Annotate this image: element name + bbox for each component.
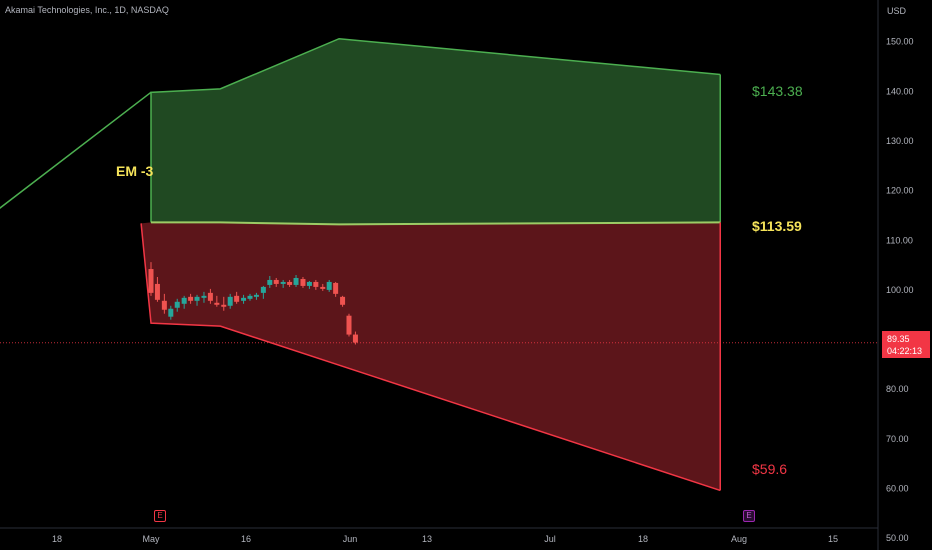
price-axis[interactable]: USD150.00140.00130.00120.00110.00100.009… [877, 0, 914, 550]
candle-body [194, 296, 200, 301]
candle-body [352, 334, 358, 343]
candle-body [247, 295, 253, 299]
mid-level-label: $113.59 [752, 218, 802, 234]
lower-band-fill [141, 222, 721, 491]
candle-body [188, 296, 194, 301]
price-tick-label: 70.00 [886, 434, 909, 444]
price-tick-label: 50.00 [886, 533, 909, 543]
candle-body [161, 300, 167, 310]
candle-body [154, 283, 160, 300]
time-tick-label: 18 [52, 534, 62, 544]
candle-body [346, 315, 352, 335]
candle-body [306, 281, 312, 286]
bar-countdown: 04:22:13 [887, 346, 923, 356]
time-tick-label: 13 [422, 534, 432, 544]
time-tick-label: Jun [343, 534, 358, 544]
candle-body [313, 281, 319, 287]
candle-body [241, 297, 247, 301]
candle-body [174, 301, 180, 308]
candle-body [168, 308, 174, 317]
lower-band-line [140, 223, 721, 492]
candle-body [273, 279, 279, 284]
upper-band-line [150, 37, 721, 223]
time-tick-label: May [142, 534, 160, 544]
time-tick-label: Jul [544, 534, 556, 544]
candle-body [181, 297, 187, 304]
price-tick-label: 110.00 [886, 235, 913, 245]
upper-level-label: $143.38 [752, 83, 803, 99]
price-tick-label: 150.00 [886, 37, 914, 47]
time-tick-label: 16 [241, 534, 251, 544]
candle-body [280, 281, 286, 284]
price-tick-label: 100.00 [886, 285, 914, 295]
time-axis[interactable]: 18 May 16 Jun 13 Jul 18 Aug 15 [0, 527, 878, 544]
price-tick-label: 80.00 [886, 384, 909, 394]
currency-label: USD [887, 6, 907, 16]
earnings-marker[interactable]: E [154, 510, 166, 522]
time-tick-label: 18 [638, 534, 648, 544]
upper-band-fill [151, 38, 721, 225]
candle-body [207, 292, 213, 301]
candle-body [221, 304, 227, 307]
candle-body [340, 296, 346, 305]
price-tick-label: 60.00 [886, 483, 909, 493]
candle-body [214, 302, 220, 305]
time-tick-label: 15 [828, 534, 838, 544]
candle-body [201, 295, 207, 298]
price-tick-label: 120.00 [886, 186, 914, 196]
lower-level-label: $59.6 [752, 461, 788, 477]
candle-body [260, 286, 266, 293]
last-price-tag: 89.35 04:22:13 [882, 331, 930, 358]
candle-body [326, 281, 332, 290]
candle-body [148, 269, 154, 293]
price-tick-label: 130.00 [886, 136, 914, 146]
last-price-value: 89.35 [887, 334, 910, 344]
upper-band-start [0, 91, 152, 209]
candle-body [227, 296, 233, 306]
earnings-marker-upcoming[interactable]: E [743, 510, 755, 522]
em-label: EM -3 [116, 163, 154, 179]
candle-body [320, 286, 326, 289]
candle-body [333, 282, 339, 294]
expected-move-bands [0, 37, 878, 492]
candle-body [234, 295, 240, 302]
time-tick-label: Aug [731, 534, 747, 544]
price-tick-label: 140.00 [886, 86, 914, 96]
candle-body [293, 277, 299, 285]
chart-title: Akamai Technologies, Inc., 1D, NASDAQ [5, 5, 169, 15]
candles [148, 262, 358, 345]
candle-body [253, 294, 259, 297]
mid-line [151, 221, 721, 226]
candle-body [287, 281, 293, 285]
candle-body [267, 279, 273, 285]
candle-body [300, 278, 306, 286]
